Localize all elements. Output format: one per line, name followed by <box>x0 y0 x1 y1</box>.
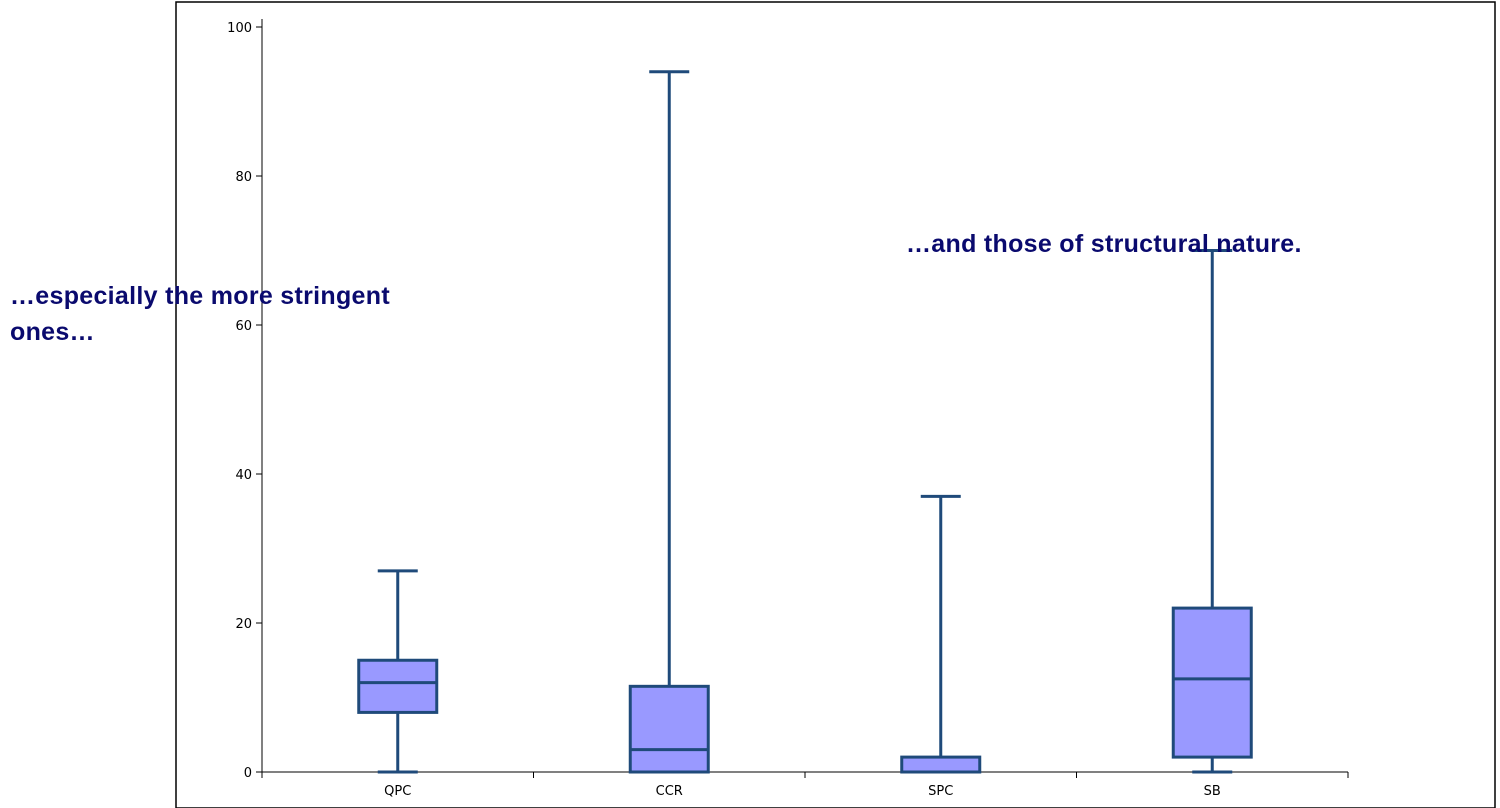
x-tick-label: SPC <box>928 784 953 799</box>
box-iqr <box>628 684 710 774</box>
annotation-left: …especially the more stringent ones… <box>10 278 610 350</box>
box-group-spc <box>900 494 982 774</box>
y-tick-label: 80 <box>235 170 252 185</box>
chart-frame <box>175 1 1496 808</box>
box-iqr <box>900 755 982 774</box>
annotation-right: …and those of structural nature. <box>906 230 1302 258</box>
y-tick-label: 40 <box>235 468 252 483</box>
x-tick-label: SB <box>1204 784 1221 799</box>
box-group-ccr <box>628 70 710 774</box>
x-tick-label: CCR <box>656 784 683 799</box>
box-marks <box>357 70 1253 774</box>
axes: 0 20 40 60 80 100 QPC CCR SPC SB <box>227 19 1349 799</box>
box-group-qpc <box>357 569 439 774</box>
y-tick-label: 0 <box>244 766 252 781</box>
x-tick-label: QPC <box>384 784 411 799</box>
y-tick-label: 60 <box>235 319 252 334</box>
y-tick-label: 20 <box>235 617 252 632</box>
box-iqr <box>1171 606 1253 759</box>
y-tick-label: 100 <box>227 21 252 36</box>
box-iqr <box>357 658 439 714</box>
annotation-left-line2: ones… <box>10 318 95 346</box>
box-group-sb <box>1171 249 1253 774</box>
annotation-left-line1: …especially the more stringent <box>10 282 390 310</box>
